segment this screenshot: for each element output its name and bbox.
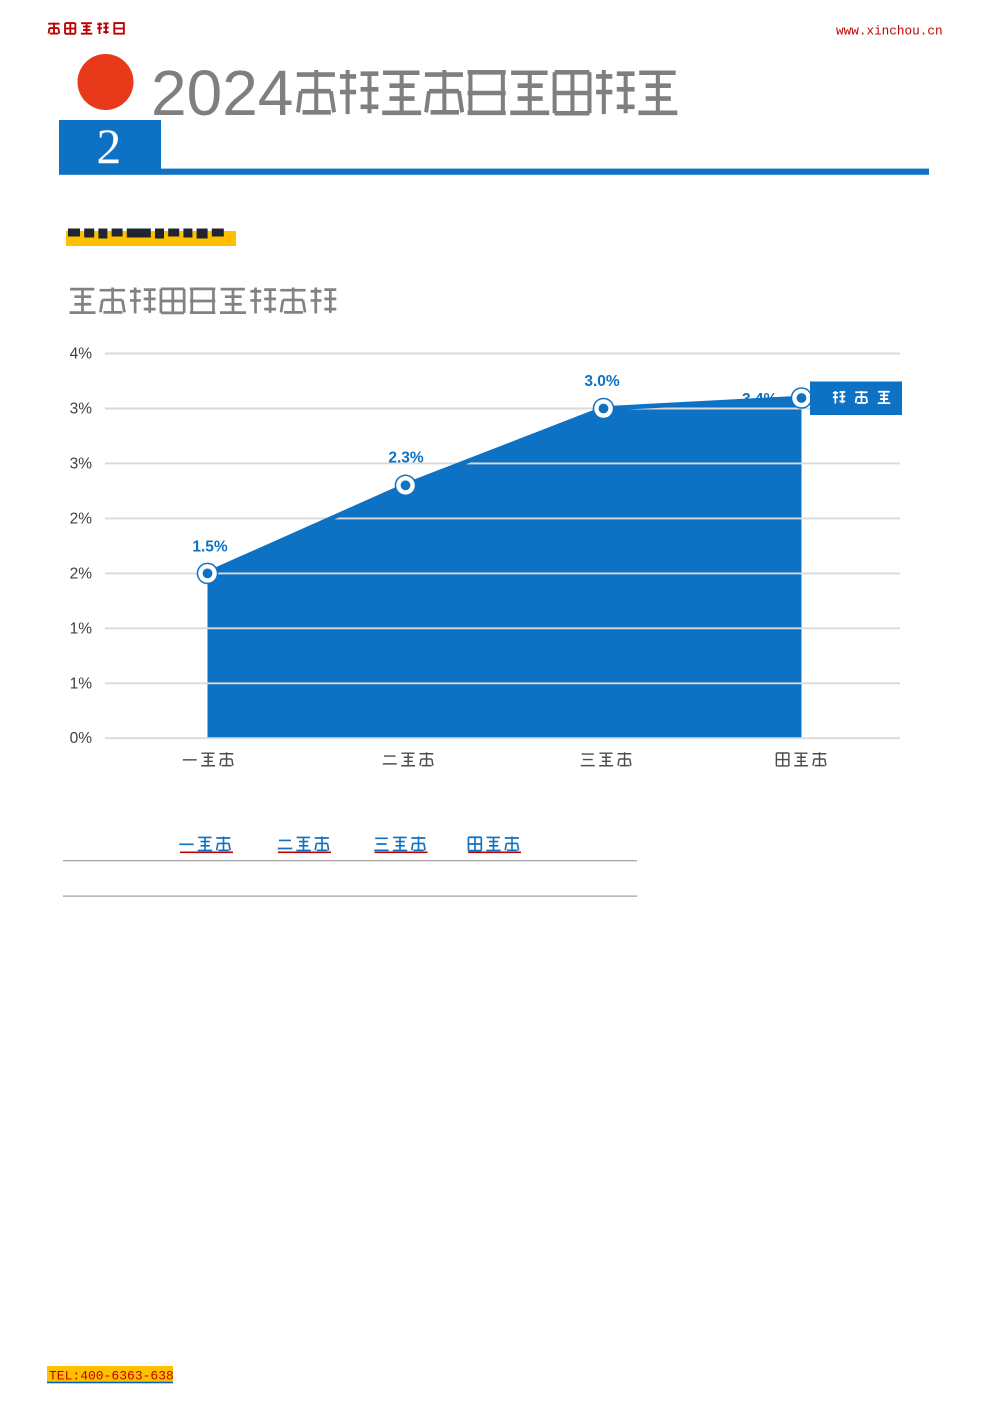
- svg-text:TEL:400-6363-638: TEL:400-6363-638: [49, 1369, 174, 1384]
- svg-text:www.xinchou.cn: www.xinchou.cn: [836, 24, 943, 39]
- svg-text:0%: 0%: [70, 730, 93, 747]
- svg-text:1%: 1%: [70, 620, 93, 637]
- svg-text:3%: 3%: [70, 455, 93, 472]
- svg-text:1%: 1%: [70, 675, 93, 692]
- svg-text:2024: 2024: [151, 57, 293, 129]
- svg-text:2%: 2%: [70, 565, 93, 582]
- svg-text:2%: 2%: [70, 510, 93, 527]
- svg-text:1.5%: 1.5%: [192, 539, 228, 556]
- svg-text:2.3%: 2.3%: [388, 450, 424, 467]
- svg-text:3%: 3%: [70, 401, 93, 418]
- svg-text:2: 2: [97, 119, 122, 174]
- svg-text:3.0%: 3.0%: [584, 373, 620, 390]
- svg-text:4%: 4%: [70, 346, 93, 363]
